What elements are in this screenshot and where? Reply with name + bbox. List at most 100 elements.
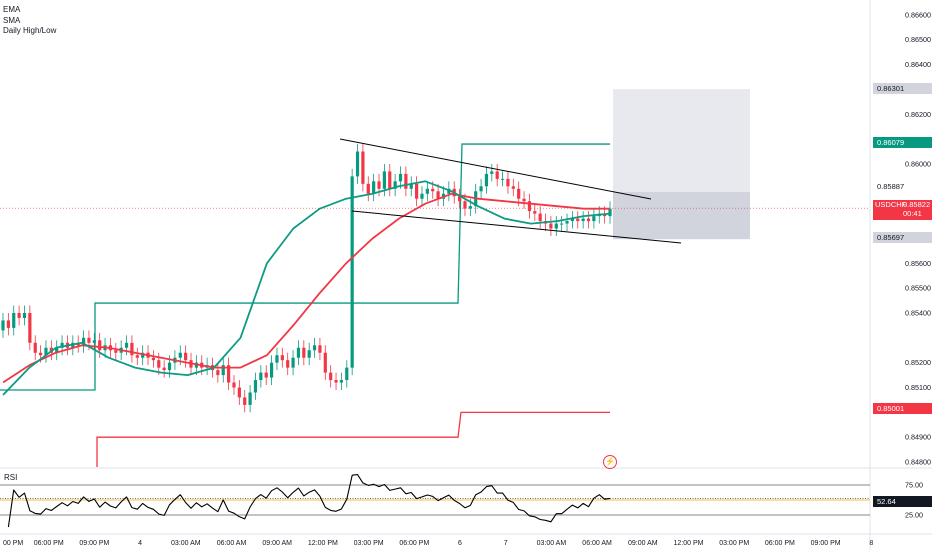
- time-axis-label: 06:00 PM: [399, 540, 429, 547]
- candle-body: [361, 151, 365, 184]
- daily-high-line: [0, 143, 610, 391]
- candle-body: [39, 352, 43, 356]
- time-axis-label: 03:00 PM: [354, 540, 384, 547]
- candle-body: [92, 340, 96, 343]
- trendline-lower: [351, 210, 682, 244]
- price-axis-label: 0.86000: [905, 159, 931, 168]
- rsi-level-label: 75.00: [905, 481, 923, 490]
- price-axis-label: 0.86400: [905, 60, 931, 69]
- candle-body: [323, 352, 327, 373]
- candle-body: [98, 340, 102, 351]
- candle-body: [286, 360, 290, 368]
- candle-body: [334, 380, 338, 383]
- candle-body: [162, 367, 166, 371]
- candle-body: [425, 188, 429, 194]
- rsi-value-tag: 52.64: [873, 496, 932, 507]
- last-price-value: 0.85822: [903, 200, 931, 209]
- candle-body: [33, 342, 37, 353]
- candle-body: [307, 350, 311, 358]
- candle-body: [178, 352, 182, 358]
- stop-price-tag: 0.85697: [873, 232, 932, 243]
- target-price-tag: 0.86301: [873, 83, 932, 94]
- candle-body: [124, 342, 129, 348]
- price-axis-label: 0.86600: [905, 10, 931, 19]
- candle-body: [484, 173, 489, 187]
- time-axis-label: 7: [504, 540, 508, 547]
- candle-body: [404, 173, 408, 189]
- time-axis-label: 8: [869, 540, 873, 547]
- candle-body: [527, 201, 532, 212]
- price-axis-label: 0.85100: [905, 383, 931, 392]
- symbol-tag-name: USDCHF: [875, 200, 907, 209]
- price-axis-label: 0.85600: [905, 259, 931, 268]
- candle-body: [522, 198, 526, 202]
- candle-body: [167, 362, 172, 371]
- candle-body: [157, 360, 161, 368]
- candle-body: [517, 188, 521, 199]
- candle-body: [151, 357, 156, 361]
- time-axis-label: 06:00 PM: [765, 540, 795, 547]
- candle-body: [549, 223, 553, 229]
- time-axis-label: 6: [458, 540, 462, 547]
- price-axis-label: 0.85400: [905, 308, 931, 317]
- candle-body: [329, 372, 333, 381]
- price-axis-label: 0.86200: [905, 110, 931, 119]
- candle-body: [377, 181, 381, 189]
- candle-body: [350, 176, 354, 368]
- candle-body: [302, 347, 306, 358]
- time-axis-label: 09:00 AM: [262, 540, 292, 547]
- candle-body: [296, 347, 301, 358]
- candle-body: [237, 387, 241, 398]
- candle-body: [264, 372, 268, 378]
- candle-body: [44, 347, 48, 356]
- time-axis-label: 4: [138, 540, 142, 547]
- bar-countdown: 00:41: [903, 209, 922, 218]
- candle-body: [506, 178, 510, 187]
- candle-body: [275, 355, 279, 363]
- candle-body: [592, 216, 596, 222]
- time-axis-label: 00 PM: [3, 540, 23, 547]
- candle-body: [55, 347, 59, 353]
- price-axis-label: 0.85200: [905, 358, 931, 367]
- time-axis-label: 03:00 PM: [719, 540, 749, 547]
- candle-body: [447, 188, 451, 194]
- candle-body: [576, 218, 580, 222]
- trendline-upper: [339, 138, 652, 200]
- legend-sma[interactable]: SMA: [3, 15, 21, 25]
- price-axis-label: 0.85500: [905, 284, 931, 293]
- candle-body: [388, 171, 392, 189]
- candle-body: [415, 183, 419, 199]
- candle-body: [490, 171, 494, 174]
- candle-body: [345, 367, 349, 381]
- daily-low-price-tag: 0.85001: [873, 403, 932, 414]
- candle-body: [269, 362, 274, 378]
- candle-body: [382, 171, 386, 189]
- sma-line: [2, 192, 610, 384]
- rsi-label[interactable]: RSI: [4, 473, 18, 482]
- legend-daily-high-low[interactable]: Daily High/Low: [3, 26, 57, 35]
- candle-body: [135, 355, 139, 358]
- time-axis-label: 09:00 PM: [811, 540, 841, 547]
- candle-body: [511, 186, 515, 189]
- candle-body: [570, 218, 574, 222]
- rsi-level-label: 25.00: [905, 511, 923, 520]
- candle-body: [608, 208, 612, 217]
- candle-body: [586, 218, 591, 222]
- candle-body: [81, 337, 86, 346]
- ema-line: [2, 180, 611, 396]
- candle-body: [409, 183, 413, 189]
- legend-ema[interactable]: EMA: [3, 5, 21, 14]
- time-axis-label: 03:00 AM: [537, 540, 567, 547]
- candle-body: [87, 337, 91, 343]
- price-axis-label: 0.84900: [905, 433, 931, 442]
- time-axis-label: 12:00 PM: [674, 540, 704, 547]
- candle-body: [253, 380, 258, 393]
- candle-body: [259, 372, 263, 381]
- lightning-icon[interactable]: ⚡: [603, 455, 617, 469]
- candle-body: [312, 345, 317, 351]
- candle-body: [12, 312, 16, 328]
- candle-body: [420, 193, 424, 199]
- time-axis-label: 09:00 AM: [628, 540, 658, 547]
